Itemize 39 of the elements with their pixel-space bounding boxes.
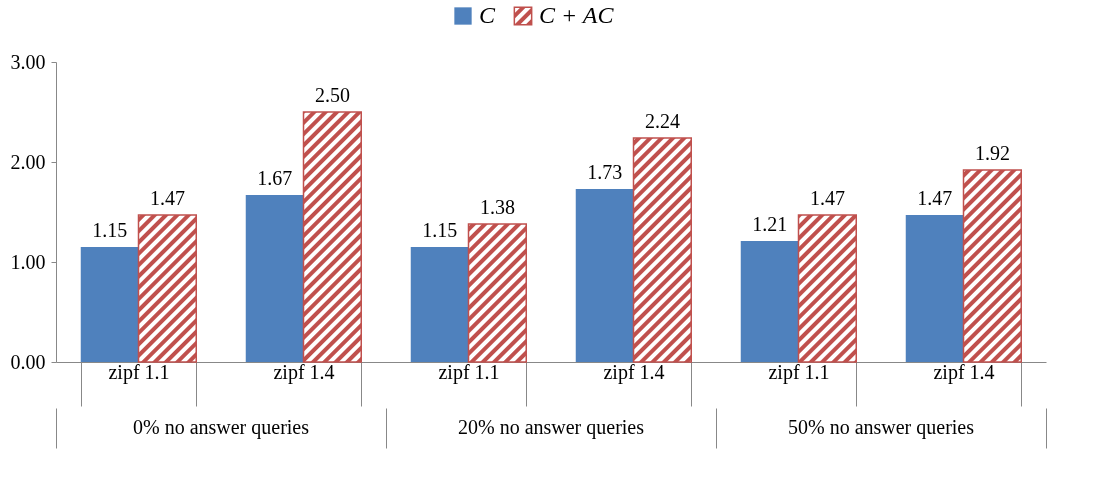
bar (740, 241, 799, 362)
x-tick-label: zipf 1.1 (438, 360, 500, 384)
data-label: 2.24 (644, 110, 680, 132)
data-label: 1.38 (479, 196, 515, 218)
data-label: 1.15 (92, 219, 128, 241)
y-tick-label: 2.00 (10, 150, 46, 173)
bar (137, 214, 197, 363)
data-label: 1.47 (917, 187, 953, 209)
x-tick-label: zipf 1.4 (603, 360, 665, 384)
x-tick-label: zipf 1.4 (933, 360, 995, 384)
data-label: 1.47 (149, 187, 185, 209)
bar (245, 195, 304, 362)
bar (80, 247, 139, 362)
bar (962, 169, 1022, 363)
x-tick-label: zipf 1.1 (768, 360, 830, 384)
data-label: 1.21 (752, 213, 788, 235)
bar (410, 247, 469, 362)
x-tick-label: zipf 1.4 (273, 360, 335, 384)
data-label: 1.73 (587, 161, 623, 183)
bar (575, 189, 634, 362)
data-label: 1.92 (974, 142, 1010, 164)
data-label: 1.47 (809, 187, 845, 209)
bar (302, 111, 362, 363)
legend-label: C (479, 2, 496, 28)
data-label: 2.50 (314, 84, 350, 106)
x-tick-label: zipf 1.1 (108, 360, 170, 384)
bar (797, 214, 857, 363)
y-tick-label: 1.00 (10, 250, 46, 273)
text: 0% no answer queries (132, 416, 310, 439)
bar (905, 215, 964, 362)
y-tick-label: 0.00 (10, 350, 46, 373)
data-label: 1.67 (257, 167, 293, 189)
text: 50% no answer queries (787, 416, 975, 439)
bar (632, 137, 692, 363)
text: 20% no answer queries (457, 416, 645, 439)
bar (467, 223, 527, 363)
y-tick-label: 3.00 (10, 50, 46, 73)
data-label: 1.15 (422, 219, 458, 241)
legend-label: C + AC (539, 2, 615, 28)
